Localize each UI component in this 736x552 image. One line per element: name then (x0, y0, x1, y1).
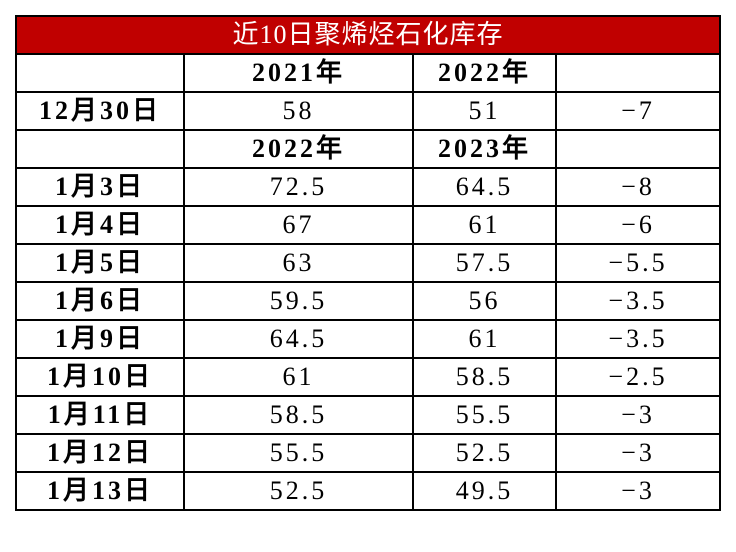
value-cell: −8 (554, 167, 722, 207)
value-cell: 57.5 (412, 243, 557, 283)
header-row: 2021年 2022年 (15, 53, 722, 93)
value-cell: 64.5 (412, 167, 557, 207)
inventory-table: 近10日聚烯烃石化库存 2021年 2022年 12月30日 58 51 −7 2022年 2… (14, 15, 722, 511)
value-cell: −2.5 (554, 357, 722, 397)
year-header: 2022年 (412, 53, 557, 93)
data-row: 1月4日 67 61 −6 (15, 205, 722, 245)
empty-cell (554, 129, 722, 169)
data-row: 1月12日 55.5 52.5 −3 (15, 433, 722, 473)
value-cell: 55.5 (183, 433, 414, 473)
table-title: 近10日聚烯烃石化库存 (14, 15, 722, 55)
date-cell: 1月3日 (15, 167, 185, 207)
value-cell: 63 (183, 243, 414, 283)
date-cell: 1月12日 (15, 433, 185, 473)
value-cell: −7 (554, 91, 722, 131)
value-cell: −3 (554, 471, 722, 511)
value-cell: −6 (554, 205, 722, 245)
data-row: 1月11日 58.5 55.5 −3 (15, 395, 722, 435)
value-cell: 56 (412, 281, 557, 321)
year-header: 2021年 (183, 53, 414, 93)
data-row: 1月13日 52.5 49.5 −3 (15, 471, 722, 511)
empty-cell (15, 53, 185, 93)
value-cell: 49.5 (412, 471, 557, 511)
year-header: 2022年 (183, 129, 414, 169)
empty-cell (15, 129, 185, 169)
date-cell: 1月10日 (15, 357, 185, 397)
value-cell: 59.5 (183, 281, 414, 321)
title-row: 近10日聚烯烃石化库存 (14, 15, 722, 55)
value-cell: 55.5 (412, 395, 557, 435)
date-cell: 1月4日 (15, 205, 185, 245)
value-cell: 61 (183, 357, 414, 397)
data-row: 1月3日 72.5 64.5 −8 (15, 167, 722, 207)
value-cell: 64.5 (183, 319, 414, 359)
value-cell: 58.5 (412, 357, 557, 397)
value-cell: −3.5 (554, 281, 722, 321)
value-cell: −3 (554, 433, 722, 473)
year-header: 2023年 (412, 129, 557, 169)
value-cell: −3 (554, 395, 722, 435)
date-cell: 1月11日 (15, 395, 185, 435)
date-cell: 1月6日 (15, 281, 185, 321)
value-cell: 67 (183, 205, 414, 245)
header-row: 2022年 2023年 (15, 129, 722, 169)
value-cell: −5.5 (554, 243, 722, 283)
value-cell: 58 (183, 91, 414, 131)
data-row: 1月5日 63 57.5 −5.5 (15, 243, 722, 283)
data-row: 12月30日 58 51 −7 (15, 91, 722, 131)
data-row: 1月9日 64.5 61 −3.5 (15, 319, 722, 359)
empty-cell (554, 53, 722, 93)
date-cell: 1月9日 (15, 319, 185, 359)
value-cell: 72.5 (183, 167, 414, 207)
value-cell: 61 (412, 319, 557, 359)
value-cell: 52.5 (412, 433, 557, 473)
date-cell: 1月5日 (15, 243, 185, 283)
data-row: 1月6日 59.5 56 −3.5 (15, 281, 722, 321)
data-row: 1月10日 61 58.5 −2.5 (15, 357, 722, 397)
date-cell: 1月13日 (15, 471, 185, 511)
date-cell: 12月30日 (15, 91, 185, 131)
value-cell: 52.5 (183, 471, 414, 511)
value-cell: 61 (412, 205, 557, 245)
value-cell: 58.5 (183, 395, 414, 435)
value-cell: 51 (412, 91, 557, 131)
table-body: 近10日聚烯烃石化库存 2021年 2022年 12月30日 58 51 −7 2022年 2… (14, 15, 722, 511)
value-cell: −3.5 (554, 319, 722, 359)
